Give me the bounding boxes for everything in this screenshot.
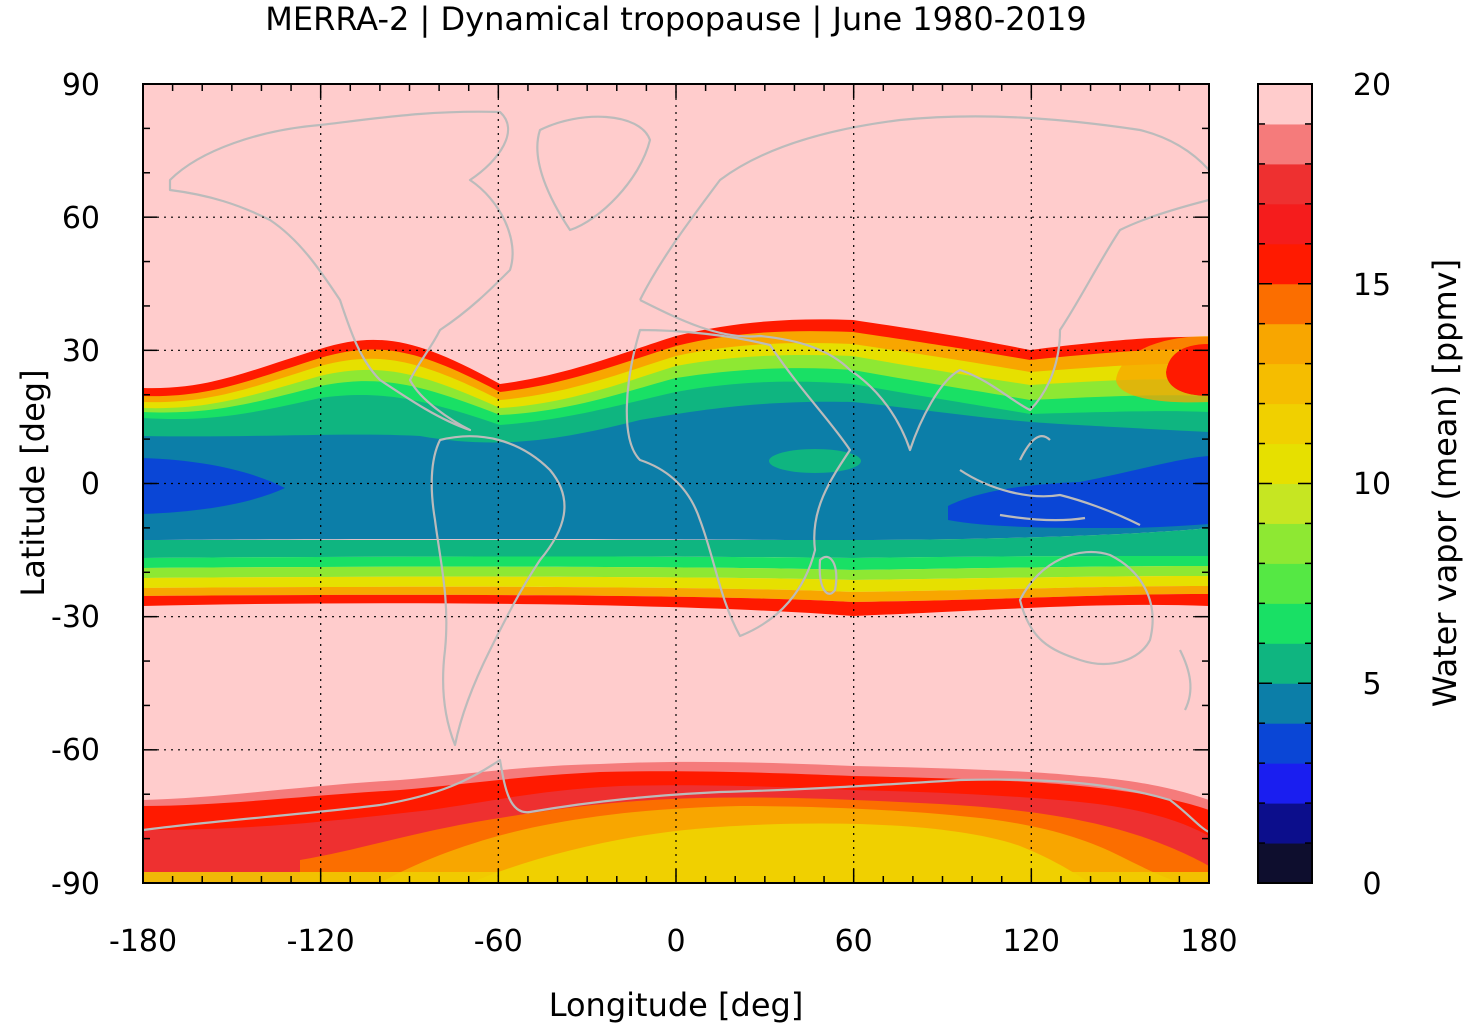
coast-new-zealand xyxy=(1179,649,1192,711)
colorbar-step xyxy=(1258,763,1312,804)
colorbar-step xyxy=(1258,443,1312,484)
x-tick-label: 60 xyxy=(835,924,873,959)
coast-antarctica xyxy=(143,758,1209,834)
x-tick-label: 180 xyxy=(1180,924,1237,959)
y-axis-label: Latitude [deg] xyxy=(14,369,52,596)
colorbar-tick-label: 20 xyxy=(1353,68,1391,103)
coastlines xyxy=(143,110,1209,834)
x-tick-label: -120 xyxy=(287,924,355,959)
colorbar-step xyxy=(1258,84,1312,125)
colorbar-label: Water vapor (mean) [ppmv] xyxy=(1426,259,1464,707)
colorbar-step xyxy=(1258,403,1312,445)
colorbar: 20 15 10 5 0 Water vapor (mean) [ppmv] xyxy=(1257,68,1464,902)
colorbar-step xyxy=(1258,603,1312,644)
colorbar-step xyxy=(1258,843,1312,884)
antarctic-band-gold xyxy=(470,823,1090,883)
y-tick-label: -90 xyxy=(51,867,100,902)
sh-band-yellow xyxy=(143,576,1209,592)
sh-band-green xyxy=(143,556,1209,570)
colorbar-step xyxy=(1258,283,1312,325)
map-ticks xyxy=(142,83,1210,884)
y-tick-label: 60 xyxy=(62,201,100,236)
x-tick-label: 0 xyxy=(666,924,685,959)
sh-band-lime xyxy=(143,566,1209,580)
chart-title: MERRA-2 | Dynamical tropopause | June 19… xyxy=(265,0,1086,38)
coast-africa xyxy=(625,328,852,638)
colorbar-step xyxy=(1258,643,1312,684)
x-tick-label: -180 xyxy=(109,924,177,959)
colorbar-step xyxy=(1258,243,1312,285)
x-axis-label: Longitude [deg] xyxy=(549,986,804,1024)
colorbar-step xyxy=(1258,163,1312,205)
y-tick-label: 0 xyxy=(81,467,100,502)
colorbar-tick-label: 10 xyxy=(1353,467,1391,502)
colorbar-tick-labels: 20 15 10 5 0 xyxy=(1353,68,1391,902)
coast-greenland xyxy=(536,115,652,232)
colorbar-step xyxy=(1258,683,1312,724)
coast-eurasia xyxy=(639,115,1209,452)
sh-band-orange xyxy=(143,586,1209,602)
central-pacific-minimum xyxy=(143,458,285,514)
x-tick-label: 120 xyxy=(1003,924,1060,959)
x-tick-label: -60 xyxy=(474,924,523,959)
colorbar-steps xyxy=(1258,84,1312,884)
colorbar-step xyxy=(1258,803,1312,844)
coast-maritime-continent xyxy=(959,435,1141,526)
east-pacific-amber-patch xyxy=(1116,336,1209,403)
sh-band-red xyxy=(143,594,1209,616)
y-tick-label: -60 xyxy=(51,733,100,768)
colorbar-step xyxy=(1258,723,1312,764)
colorbar-step xyxy=(1258,203,1312,245)
map-panel xyxy=(143,84,1209,883)
colorbar-step xyxy=(1258,363,1312,405)
y-tick-label: -30 xyxy=(51,600,100,635)
y-tick-labels: 90 60 30 0 -30 -60 -90 xyxy=(51,68,100,902)
coast-north-america xyxy=(168,110,514,432)
colorbar-step xyxy=(1258,483,1312,524)
coast-australia xyxy=(1018,550,1154,665)
colorbar-ticks xyxy=(1258,83,1312,884)
colorbar-tick-label: 5 xyxy=(1362,667,1381,702)
y-tick-label: 30 xyxy=(62,334,100,369)
sh-band-teal xyxy=(143,528,1209,558)
coast-south-america xyxy=(430,435,566,747)
colorbar-tick-label: 0 xyxy=(1362,867,1381,902)
y-tick-label: 90 xyxy=(62,68,100,103)
west-pacific-minimum xyxy=(948,456,1209,528)
colorbar-tick-label: 15 xyxy=(1353,268,1391,303)
grid-lines xyxy=(143,84,1209,883)
colorbar-step xyxy=(1258,323,1312,365)
colorbar-step xyxy=(1258,523,1312,564)
coast-madagascar xyxy=(818,555,838,595)
colorbar-step xyxy=(1258,563,1312,604)
colorbar-step xyxy=(1258,123,1312,165)
east-pacific-red-patch xyxy=(1166,344,1209,396)
x-tick-labels: -180 -120 -60 0 60 120 180 xyxy=(109,924,1238,959)
